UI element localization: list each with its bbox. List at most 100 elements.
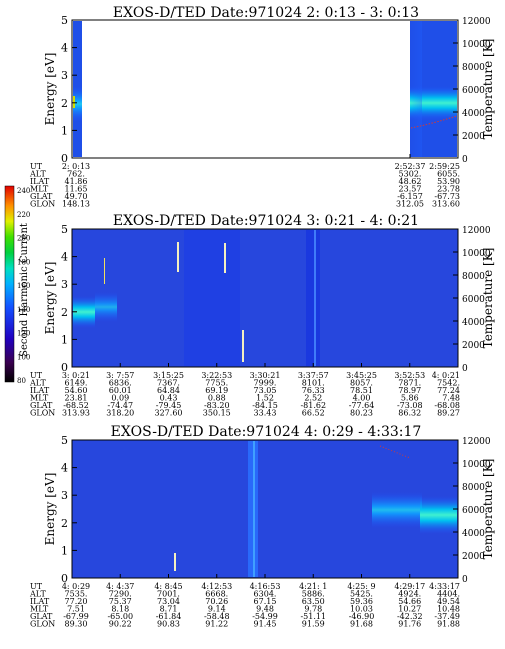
panel-3-ylabel: Energy [eV] (43, 473, 57, 546)
table-cell: 7535. (65, 590, 88, 599)
table-cell: 8101. (302, 379, 325, 388)
table-row-label: ALT (29, 379, 46, 388)
table-cell: 89.30 (65, 620, 88, 629)
table-cell: 89.27 (437, 409, 460, 418)
table-row-label: UT (30, 582, 43, 591)
panel-2-bright-line (314, 230, 316, 366)
table-cell: -77.64 (349, 401, 375, 410)
table-row-label: ILAT (30, 597, 50, 606)
temperature-tick-label: 6000 (462, 86, 485, 96)
panel-2-spike-3 (242, 330, 244, 362)
table-row-label: GLAT (30, 401, 53, 410)
table-cell: 78.51 (350, 386, 373, 395)
energy-tick-label: 3 (61, 278, 68, 291)
table-cell: 4:16:53 (250, 582, 281, 591)
table-cell: -58.48 (204, 612, 230, 621)
table-cell: 7999. (254, 379, 277, 388)
panel-1-data-end-fade (410, 21, 422, 157)
table-row-label: ALT (29, 170, 46, 179)
table-cell: -67.99 (63, 612, 89, 621)
table-cell: 67.15 (254, 597, 277, 606)
table-cell: 148.13 (62, 200, 90, 209)
table-cell: 41.86 (65, 177, 88, 186)
temperature-tick-label: 6000 (462, 295, 485, 305)
table-cell: 4: 8:45 (154, 582, 182, 591)
energy-tick-label: 5 (61, 14, 68, 27)
table-cell: 73.04 (157, 597, 180, 606)
table-cell: 9.78 (304, 605, 322, 614)
energy-tick-label: 2 (61, 306, 68, 319)
table-cell: 3:15:25 (153, 371, 184, 380)
table-cell: 5425. (350, 590, 373, 599)
table-cell: -73.08 (397, 401, 423, 410)
panel-2-ylabel-right: Temperature [K] (481, 248, 495, 349)
table-cell: 54.66 (398, 597, 421, 606)
energy-tick-label: 1 (61, 544, 68, 557)
panel-2-ephemeris-table: UT 3: 0:21 3: 7:57 3:15:25 3:22:53 3:30:21 3:3… (29, 363, 460, 418)
energy-tick-label: 0 (61, 572, 68, 585)
panel-2-dark-stripe-2 (306, 230, 320, 366)
temperature-tick-label: 0 (462, 575, 468, 585)
table-cell: 0.88 (208, 394, 226, 403)
table-cell: 4:21: 1 (299, 582, 327, 591)
energy-tick-label: 1 (61, 333, 68, 346)
table-cell: 8057. (350, 379, 373, 388)
table-cell: 6668. (205, 590, 228, 599)
table-cell: 5302. (399, 170, 422, 179)
table-cell: 91.45 (254, 620, 277, 629)
panel-3-spectrogram (71, 439, 459, 579)
table-cell: 70.26 (205, 597, 228, 606)
panel-3-bright-line (253, 441, 255, 577)
table-cell: 63.50 (302, 597, 325, 606)
panel-2-spike-4 (104, 258, 105, 284)
panel-3-spike (174, 553, 176, 571)
table-cell: 3:52:53 (394, 371, 425, 380)
table-cell: -68.52 (63, 401, 89, 410)
table-cell: -6.157 (397, 192, 423, 201)
table-cell: 7871. (398, 379, 421, 388)
table-cell: 7290. (109, 590, 132, 599)
table-row-label: GLAT (30, 192, 53, 201)
table-cell: 350.15 (203, 409, 231, 418)
table-cell: 90.83 (157, 620, 180, 629)
table-cell: 762. (67, 170, 85, 179)
table-cell: 77.20 (65, 597, 88, 606)
temperature-tick-label: 10000 (462, 40, 491, 50)
table-cell: 1.52 (256, 394, 274, 403)
table-row-label: ILAT (30, 177, 50, 186)
table-row-label: GLAT (30, 612, 53, 621)
energy-tick-label: 4 (61, 462, 68, 475)
table-cell: 91.59 (302, 620, 325, 629)
temperature-tick-label: 4000 (462, 109, 485, 119)
table-cell: 90.22 (109, 620, 132, 629)
colorbar-scale (4, 185, 15, 383)
energy-tick-label: 0 (61, 152, 68, 165)
energy-tick-label: 5 (61, 223, 68, 236)
colorbar-tick-label: 80 (17, 377, 26, 385)
table-cell: 2:52:37 (395, 162, 426, 171)
table-row-label: UT (30, 162, 43, 171)
table-cell: 4924. (398, 590, 421, 599)
energy-tick-label: 2 (61, 517, 68, 530)
table-cell: -83.20 (204, 401, 230, 410)
temperature-tick-label: 4000 (462, 529, 485, 539)
temperature-tick-label: 8000 (462, 63, 485, 73)
table-cell: 3:37:57 (298, 371, 329, 380)
panel-1-temperature-trace (410, 115, 458, 129)
table-cell: 2: 0:13 (62, 162, 90, 171)
panel-2-low-energy-band-tail (95, 292, 117, 322)
table-cell: -51.11 (300, 612, 326, 621)
colorbar-tick-label: 180 (17, 258, 30, 266)
energy-tick-label: 3 (61, 69, 68, 82)
table-cell: 91.76 (398, 620, 421, 629)
table-cell: 91.68 (350, 620, 373, 629)
table-cell: 3:30:21 (250, 371, 281, 380)
colorbar: 80 100 120 140 160 180 200 220 240 Second Harmon… (4, 185, 30, 385)
table-cell: 78.97 (398, 386, 421, 395)
colorbar-tick-label: 240 (17, 187, 30, 195)
table-cell: 9.48 (256, 605, 274, 614)
panel-3-ephemeris-table: UT 4: 0:29 4: 4:37 4: 8:45 4:12:53 4:16:53 4:2… (29, 574, 460, 629)
panel-1-data-start-band (73, 86, 82, 122)
energy-tick-label: 1 (61, 124, 68, 137)
temperature-tick-label: 2000 (462, 341, 485, 351)
